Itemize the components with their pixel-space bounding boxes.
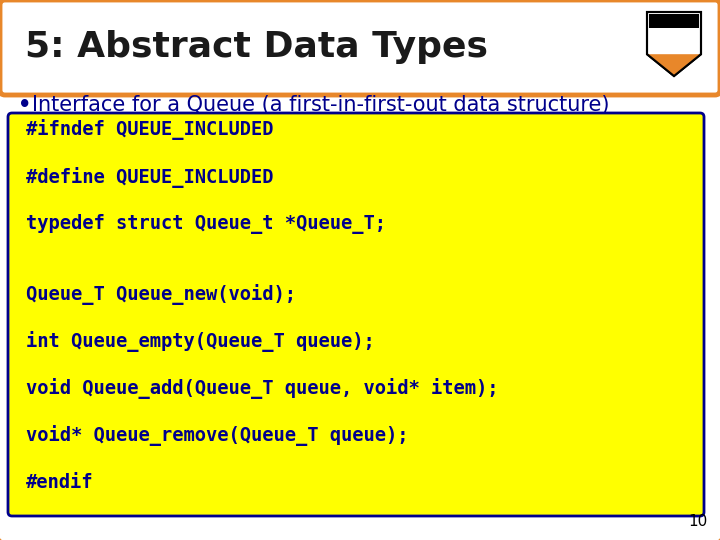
FancyBboxPatch shape bbox=[8, 113, 704, 516]
Text: int Queue_empty(Queue_T queue);: int Queue_empty(Queue_T queue); bbox=[26, 331, 374, 352]
Polygon shape bbox=[647, 12, 701, 76]
Text: Queue_T Queue_new(void);: Queue_T Queue_new(void); bbox=[26, 284, 296, 305]
Text: typedef struct Queue_t *Queue_T;: typedef struct Queue_t *Queue_T; bbox=[26, 214, 386, 234]
Text: void Queue_add(Queue_T queue, void* item);: void Queue_add(Queue_T queue, void* item… bbox=[26, 378, 498, 399]
Text: 5: Abstract Data Types: 5: Abstract Data Types bbox=[25, 30, 488, 64]
Text: #define QUEUE_INCLUDED: #define QUEUE_INCLUDED bbox=[26, 166, 274, 187]
Text: #ifndef QUEUE_INCLUDED: #ifndef QUEUE_INCLUDED bbox=[26, 119, 274, 140]
Text: •: • bbox=[18, 95, 32, 115]
Text: 10: 10 bbox=[689, 515, 708, 530]
Polygon shape bbox=[647, 54, 701, 76]
FancyBboxPatch shape bbox=[0, 0, 720, 95]
Text: #endif: #endif bbox=[26, 473, 94, 492]
Bar bbox=[649, 14, 699, 28]
Bar bbox=[645, 10, 703, 78]
Text: void* Queue_remove(Queue_T queue);: void* Queue_remove(Queue_T queue); bbox=[26, 425, 408, 446]
Text: Interface for a Queue (a first-in-first-out data structure): Interface for a Queue (a first-in-first-… bbox=[32, 95, 610, 115]
